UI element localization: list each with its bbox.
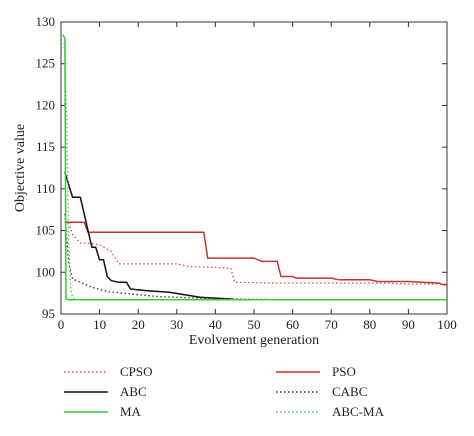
x-tick-label: 10 [93,317,106,332]
y-tick-label: 130 [36,14,56,29]
y-tick-label: 110 [36,181,55,196]
x-tick-label: 100 [437,317,457,332]
plot-frame [60,21,448,315]
x-tick-label: 70 [325,317,338,332]
x-tick-label: 80 [363,317,376,332]
x-tick-label: 20 [132,317,145,332]
legend-label: CABC [332,384,367,399]
series-line-ma [62,34,447,301]
x-tick-label: 30 [170,317,183,332]
x-tick-label: 90 [402,317,415,332]
legend-label: MA [120,404,142,419]
y-tick-label: 120 [36,97,56,112]
series-line-pso [64,221,447,286]
legend-label: ABC-MA [332,404,385,419]
series-line-abc-ma [63,42,447,301]
legend-label: ABC [120,384,147,399]
legend: CPSO PSO ABC CABC MA ABC-MA [64,364,385,419]
legend-label: CPSO [120,364,153,379]
y-tick-label: 105 [36,223,56,238]
y-tick-label: 115 [36,139,55,154]
x-tick-label: 0 [58,317,65,332]
x-axis-title: Evolvement generation [189,333,319,348]
y-tick-label: 95 [42,306,55,321]
x-tick-label: 50 [248,317,261,332]
y-axis-title: Objective value [13,124,28,212]
series-layer [62,34,447,301]
x-tick-label: 60 [286,317,299,332]
axis-ticks: 0 10 20 30 40 50 60 70 80 90 100 95 100 105 110 115 120 1… [36,14,457,332]
x-tick-label: 40 [209,317,222,332]
y-tick-label: 125 [36,56,56,71]
series-line-abc [64,171,235,301]
y-tick-label: 100 [36,264,56,279]
legend-label: PSO [332,364,356,379]
